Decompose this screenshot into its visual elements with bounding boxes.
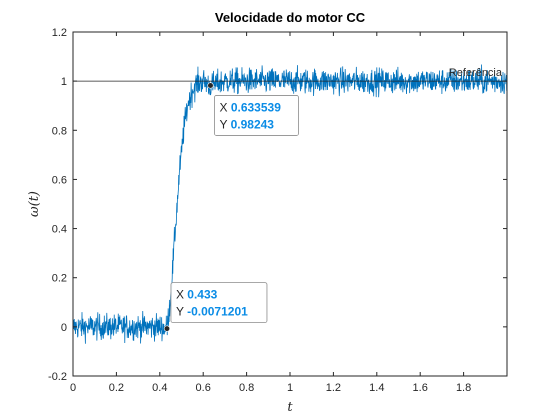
x-tick-label: 0.4 xyxy=(152,382,167,394)
y-tick-label: 0.4 xyxy=(52,224,67,236)
datatip-y-value: -0.0071201 xyxy=(187,305,248,319)
y-tick-label: -0.2 xyxy=(48,371,67,383)
x-tick-label: 1.8 xyxy=(456,382,471,394)
y-tick-label: 1.2 xyxy=(52,27,67,39)
datatip-x-label: X xyxy=(176,288,187,302)
datatip-x-value: 0.433 xyxy=(187,288,217,302)
x-tick-label: 1.6 xyxy=(413,382,428,394)
x-tick-label: 0.6 xyxy=(196,382,211,394)
datatip-box xyxy=(170,282,268,324)
datatip-y-label: Y xyxy=(176,305,187,319)
y-tick-label: 0 xyxy=(61,322,67,334)
y-ticks: -0.2 0 0.2 0.4 0.6 0.8 1 1.2 xyxy=(48,27,507,383)
datatip-marker xyxy=(163,325,171,332)
y-tick-label: 0.8 xyxy=(52,125,67,137)
series-layer xyxy=(72,64,508,344)
plot-area xyxy=(73,32,507,376)
datatip-y-line: Y 0.98243 xyxy=(219,117,274,131)
datatip-y-label: Y xyxy=(219,117,230,131)
datatip-box xyxy=(214,95,299,136)
x-ticks: 0 0.2 0.4 0.6 0.8 1 1.2 1.4 1.6 1.8 xyxy=(70,32,471,394)
datatip-x-value: 0.633539 xyxy=(231,100,281,114)
datatip-x-line: X 0.433 xyxy=(176,288,218,302)
y-tick-label: 1 xyxy=(61,76,67,88)
y-tick-label: 0.2 xyxy=(52,273,67,285)
x-tick-label: 1.4 xyxy=(369,382,384,394)
x-tick-label: 1.2 xyxy=(326,382,341,394)
x-tick-label: 0 xyxy=(70,382,76,394)
series-line xyxy=(72,64,508,344)
y-tick-label: 0.6 xyxy=(52,174,67,186)
x-tick-label: 0.2 xyxy=(109,382,124,394)
reference-layer: Referência xyxy=(73,67,507,82)
x-tick-label: 0.8 xyxy=(239,382,254,394)
x-axis-label: t xyxy=(287,400,293,415)
datatip-y-line: Y -0.0071201 xyxy=(176,305,248,319)
datatip-x-label: X xyxy=(219,100,230,114)
datatip-x-line: X 0.633539 xyxy=(219,100,281,114)
x-tick-label: 1 xyxy=(287,382,293,394)
datatip-y-value: 0.98243 xyxy=(231,117,275,131)
datatip-marker xyxy=(207,82,214,89)
reference-label: Referência xyxy=(449,67,503,79)
y-axis-label: ω(t) xyxy=(27,191,42,217)
chart-title: Velocidade do motor CC xyxy=(215,10,366,25)
